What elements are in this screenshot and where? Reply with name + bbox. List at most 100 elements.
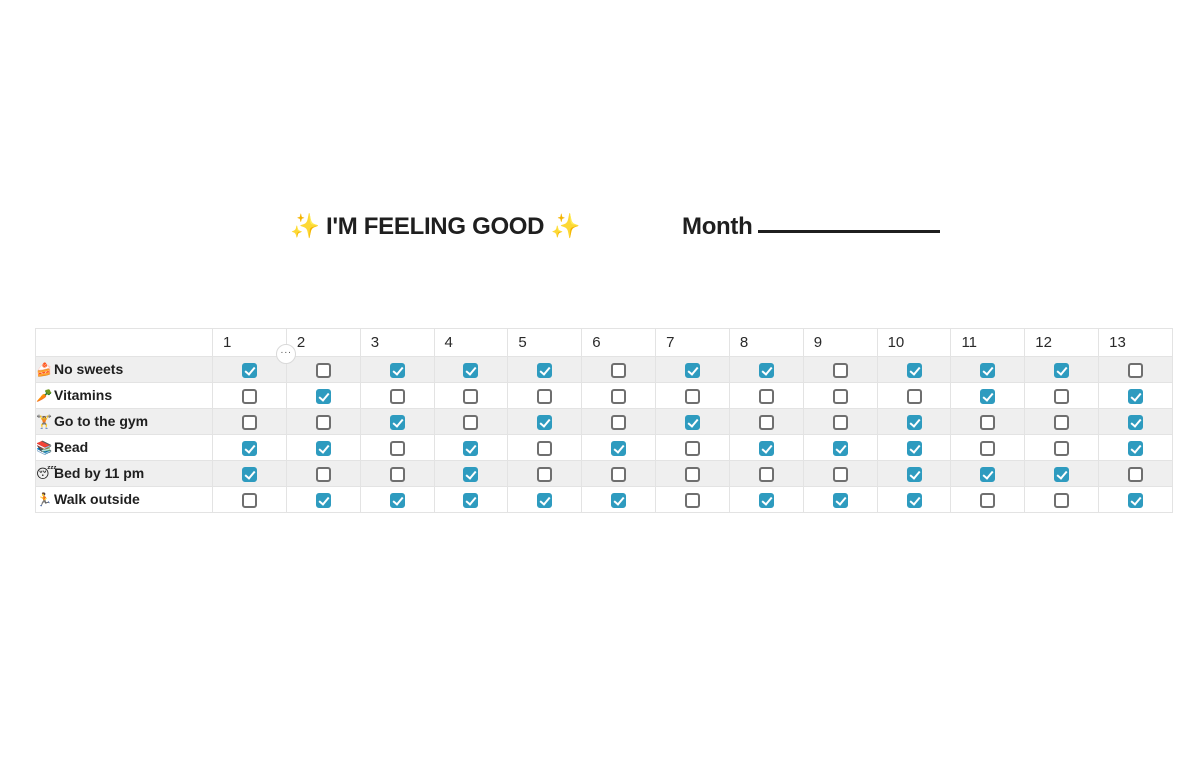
habit-name-cell[interactable]: 🍰 No sweets: [35, 356, 213, 383]
checkbox-checked[interactable]: [758, 440, 774, 456]
checkbox-unchecked[interactable]: [980, 414, 996, 430]
checkbox-unchecked[interactable]: [611, 466, 627, 482]
checkbox-unchecked[interactable]: [1128, 466, 1144, 482]
checkbox-checked[interactable]: [906, 466, 922, 482]
checkbox-unchecked[interactable]: [241, 388, 257, 404]
checkbox-unchecked[interactable]: [758, 466, 774, 482]
checkbox-unchecked[interactable]: [537, 466, 553, 482]
checkbox-checked[interactable]: [241, 466, 257, 482]
checkbox-checked[interactable]: [611, 492, 627, 508]
day-column-header[interactable]: 12: [1024, 328, 1100, 357]
checkbox-checked[interactable]: [463, 362, 479, 378]
checkbox-unchecked[interactable]: [980, 492, 996, 508]
day-column-header[interactable]: 9: [802, 328, 878, 357]
checkbox-checked[interactable]: [389, 492, 405, 508]
checkbox-unchecked[interactable]: [684, 492, 700, 508]
checkbox-unchecked[interactable]: [684, 466, 700, 482]
day-column-header[interactable]: 6: [581, 328, 657, 357]
checkbox-checked[interactable]: [980, 466, 996, 482]
checkbox-unchecked[interactable]: [241, 414, 257, 430]
checkbox-checked[interactable]: [906, 362, 922, 378]
day-column-header[interactable]: 3: [359, 328, 435, 357]
checkbox-checked[interactable]: [537, 492, 553, 508]
day-column-header[interactable]: 10: [876, 328, 952, 357]
checkbox-unchecked[interactable]: [611, 388, 627, 404]
checkbox-unchecked[interactable]: [1128, 362, 1144, 378]
day-column-header[interactable]: 2: [285, 328, 361, 357]
habit-name-cell[interactable]: 🥕 Vitamins: [35, 382, 213, 409]
checkbox-unchecked[interactable]: [463, 414, 479, 430]
day-cell: [876, 460, 952, 487]
checkbox-unchecked[interactable]: [832, 414, 848, 430]
checkbox-unchecked[interactable]: [980, 440, 996, 456]
checkbox-unchecked[interactable]: [611, 414, 627, 430]
checkbox-checked[interactable]: [1128, 440, 1144, 456]
checkbox-checked[interactable]: [1054, 466, 1070, 482]
checkbox-checked[interactable]: [315, 492, 331, 508]
checkbox-checked[interactable]: [463, 440, 479, 456]
checkbox-unchecked[interactable]: [315, 362, 331, 378]
checkbox-checked[interactable]: [1128, 492, 1144, 508]
checkbox-checked[interactable]: [1128, 414, 1144, 430]
habit-name-cell[interactable]: 🏃 Walk outside: [35, 486, 213, 513]
checkbox-checked[interactable]: [684, 362, 700, 378]
checkbox-checked[interactable]: [389, 362, 405, 378]
habit-name-cell[interactable]: 📚 Read: [35, 434, 213, 461]
checkbox-unchecked[interactable]: [315, 414, 331, 430]
checkbox-unchecked[interactable]: [1054, 492, 1070, 508]
checkbox-checked[interactable]: [463, 492, 479, 508]
habit-name-cell[interactable]: 🏋 Go to the gym: [35, 408, 213, 435]
checkbox-checked[interactable]: [611, 440, 627, 456]
checkbox-checked[interactable]: [389, 414, 405, 430]
day-column-header[interactable]: 11: [950, 328, 1026, 357]
checkbox-unchecked[interactable]: [537, 388, 553, 404]
checkbox-unchecked[interactable]: [1054, 440, 1070, 456]
checkbox-checked[interactable]: [758, 362, 774, 378]
checkbox-checked[interactable]: [980, 388, 996, 404]
checkbox-checked[interactable]: [537, 362, 553, 378]
day-column-header[interactable]: 7: [655, 328, 730, 357]
table-row: 📚 Read: [35, 434, 1173, 461]
checkbox-unchecked[interactable]: [832, 388, 848, 404]
habit-name-cell[interactable]: 😴Bed by 11 pm: [35, 460, 213, 487]
more-options-icon[interactable]: ···: [276, 344, 296, 364]
day-column-header[interactable]: 5: [507, 328, 583, 357]
checkbox-unchecked[interactable]: [463, 388, 479, 404]
checkbox-unchecked[interactable]: [758, 414, 774, 430]
checkbox-checked[interactable]: [980, 362, 996, 378]
checkbox-checked[interactable]: [684, 414, 700, 430]
checkbox-checked[interactable]: [241, 440, 257, 456]
checkbox-unchecked[interactable]: [537, 440, 553, 456]
checkbox-unchecked[interactable]: [832, 466, 848, 482]
checkbox-unchecked[interactable]: [315, 466, 331, 482]
day-column-header[interactable]: 13: [1098, 328, 1173, 357]
checkbox-unchecked[interactable]: [241, 492, 257, 508]
checkbox-checked[interactable]: [906, 440, 922, 456]
checkbox-checked[interactable]: [906, 492, 922, 508]
checkbox-unchecked[interactable]: [1054, 388, 1070, 404]
checkbox-unchecked[interactable]: [1054, 414, 1070, 430]
checkbox-checked[interactable]: [832, 492, 848, 508]
checkbox-unchecked[interactable]: [389, 466, 405, 482]
checkbox-checked[interactable]: [1054, 362, 1070, 378]
checkbox-checked[interactable]: [241, 362, 257, 378]
checkbox-checked[interactable]: [1128, 388, 1144, 404]
checkbox-unchecked[interactable]: [611, 362, 627, 378]
checkbox-checked[interactable]: [315, 388, 331, 404]
checkbox-checked[interactable]: [906, 414, 922, 430]
checkbox-unchecked[interactable]: [684, 388, 700, 404]
checkbox-checked[interactable]: [758, 492, 774, 508]
day-column-header[interactable]: 8: [728, 328, 804, 357]
checkbox-unchecked[interactable]: [684, 440, 700, 456]
table-row: 🍰 No sweets: [35, 356, 1173, 383]
day-column-header[interactable]: 4: [433, 328, 509, 357]
checkbox-unchecked[interactable]: [389, 388, 405, 404]
checkbox-checked[interactable]: [832, 440, 848, 456]
checkbox-unchecked[interactable]: [758, 388, 774, 404]
checkbox-unchecked[interactable]: [906, 388, 922, 404]
checkbox-checked[interactable]: [463, 466, 479, 482]
checkbox-unchecked[interactable]: [389, 440, 405, 456]
checkbox-checked[interactable]: [537, 414, 553, 430]
checkbox-unchecked[interactable]: [832, 362, 848, 378]
checkbox-checked[interactable]: [315, 440, 331, 456]
